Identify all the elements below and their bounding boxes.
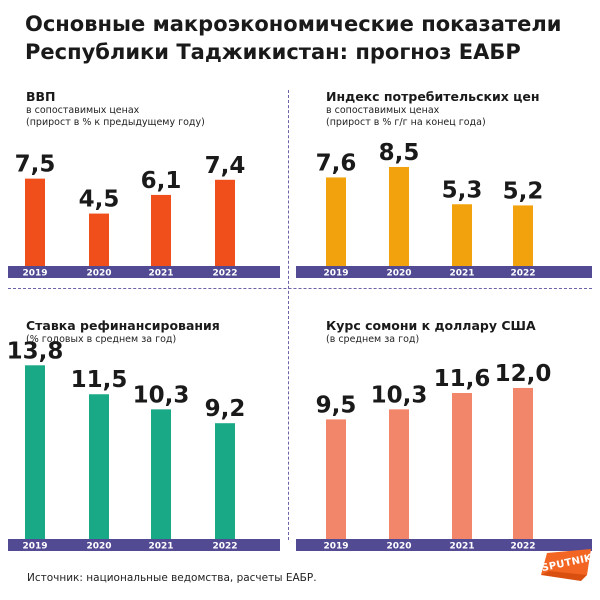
gdp-subtitle-1: в сопоставимых ценах [26,105,140,116]
gdp-tick-label-2021: 2021 [148,269,173,279]
refinancing-rate-value-label-2020: 11,5 [71,367,128,393]
exchange-rate-value-label-2019: 9,5 [316,392,357,418]
exchange-rate-subtitle: (в среднем за год) [326,334,420,345]
exchange-rate-value-label-2021: 11,6 [434,366,491,392]
cpi-bar-2020 [389,166,409,266]
refinancing-rate-axis-band [8,539,280,551]
gdp-subtitle-2: (прирост в % к предыдущему году) [26,116,205,128]
cpi-tick-label-2020: 2020 [386,269,411,279]
gdp-value-label-2021: 6,1 [141,168,182,194]
refinancing-rate-title: Ставка рефинансирования [26,318,220,333]
refinancing-rate-bar-2020 [89,394,109,539]
gdp-bar-2022 [215,179,235,266]
vertical-divider [288,90,289,540]
cpi-value-label-2019: 7,6 [316,150,357,176]
refinancing-rate-tick-label-2020: 2020 [86,542,111,552]
refinancing-rate-value-label-2021: 10,3 [133,382,190,408]
cpi-tick-label-2021: 2021 [449,269,474,279]
page-title-line-1: Основные макроэкономические показатели [25,12,562,36]
gdp-bar-2019 [25,178,45,266]
refinancing-rate-subtitle: (% годовых в среднем за год) [26,334,177,345]
refinancing-rate-tick-label-2021: 2021 [148,542,173,552]
cpi-bar-2019 [326,177,346,266]
gdp-tick-label-2022: 2022 [212,269,237,279]
cpi-axis-band [296,266,592,278]
cpi-tick-label-2019: 2019 [323,269,348,279]
exchange-rate-bar-2020 [389,409,409,539]
gdp-tick-label-2019: 2019 [22,269,47,279]
refinancing-rate-value-label-2022: 9,2 [205,396,246,422]
sputnik-logo-icon: SPUTNIK [537,545,595,585]
exchange-rate-value-label-2020: 10,3 [371,382,428,408]
cpi-value-label-2022: 5,2 [503,178,544,204]
refinancing-rate-tick-label-2022: 2022 [212,542,237,552]
exchange-rate-bar-2021 [452,392,472,539]
exchange-rate-chart: 9,5 2019 10,3 2020 11,6 2021 12,0 2022 [296,361,592,552]
exchange-rate-value-label-2022: 12,0 [495,361,552,387]
refinancing-rate-bar-2019 [25,365,45,539]
cpi-bar-2022 [513,205,533,266]
sputnik-logo-shape [541,549,591,581]
cpi-subtitle-1: в сопоставимых ценах [326,105,440,116]
exchange-rate-tick-label-2020: 2020 [386,542,411,552]
horizontal-divider [8,288,592,289]
exchange-rate-tick-label-2021: 2021 [449,542,474,552]
gdp-bar-2021 [151,194,171,266]
exchange-rate-panel: Курс сомони к доллару США (в среднем за … [288,310,600,560]
cpi-bar-2021 [452,204,472,266]
gdp-value-label-2019: 7,5 [15,152,56,178]
refinancing-rate-panel: Ставка рефинансирования (% годовых в сре… [0,310,288,560]
gdp-tick-label-2020: 2020 [86,269,111,279]
refinancing-rate-bar-2021 [151,409,171,539]
exchange-rate-axis-band [296,539,592,551]
gdp-value-label-2022: 7,4 [205,153,246,179]
refinancing-rate-tick-label-2019: 2019 [22,542,47,552]
cpi-title: Индекс потребительских цен [326,89,540,104]
gdp-chart: 7,5 2019 4,5 2020 6,1 2021 7,4 2022 [8,152,280,279]
page-title-line-2: Республики Таджикистан: прогноз ЕАБР [25,40,521,64]
refinancing-rate-value-label-2019: 13,8 [7,338,64,364]
cpi-panel: Индекс потребительских цен в сопоставимы… [288,85,600,285]
exchange-rate-bar-2022 [513,387,533,539]
exchange-rate-bar-2019 [326,419,346,539]
cpi-tick-label-2022: 2022 [510,269,535,279]
cpi-subtitle-2: (прирост в % г/г на конец года) [326,116,486,128]
gdp-value-label-2020: 4,5 [79,187,120,213]
gdp-bar-2020 [89,213,109,266]
cpi-chart: 7,6 2019 8,5 2020 5,3 2021 5,2 2022 [296,140,592,279]
exchange-rate-title: Курс сомони к доллару США [326,318,536,333]
refinancing-rate-bar-2022 [215,423,235,539]
gdp-panel: ВВП в сопоставимых ценах (прирост в % к … [0,85,288,285]
source-note: Источник: национальные ведомства, расчет… [27,572,317,584]
gdp-title: ВВП [26,89,56,104]
page-title: Основные макроэкономические показатели Р… [25,10,585,66]
exchange-rate-tick-label-2019: 2019 [323,542,348,552]
gdp-axis-band [8,266,280,278]
refinancing-rate-chart: 13,8 2019 11,5 2020 10,3 2021 9,2 2022 [7,338,280,552]
cpi-value-label-2021: 5,3 [442,177,483,203]
exchange-rate-tick-label-2022: 2022 [510,542,535,552]
cpi-value-label-2020: 8,5 [379,140,420,166]
